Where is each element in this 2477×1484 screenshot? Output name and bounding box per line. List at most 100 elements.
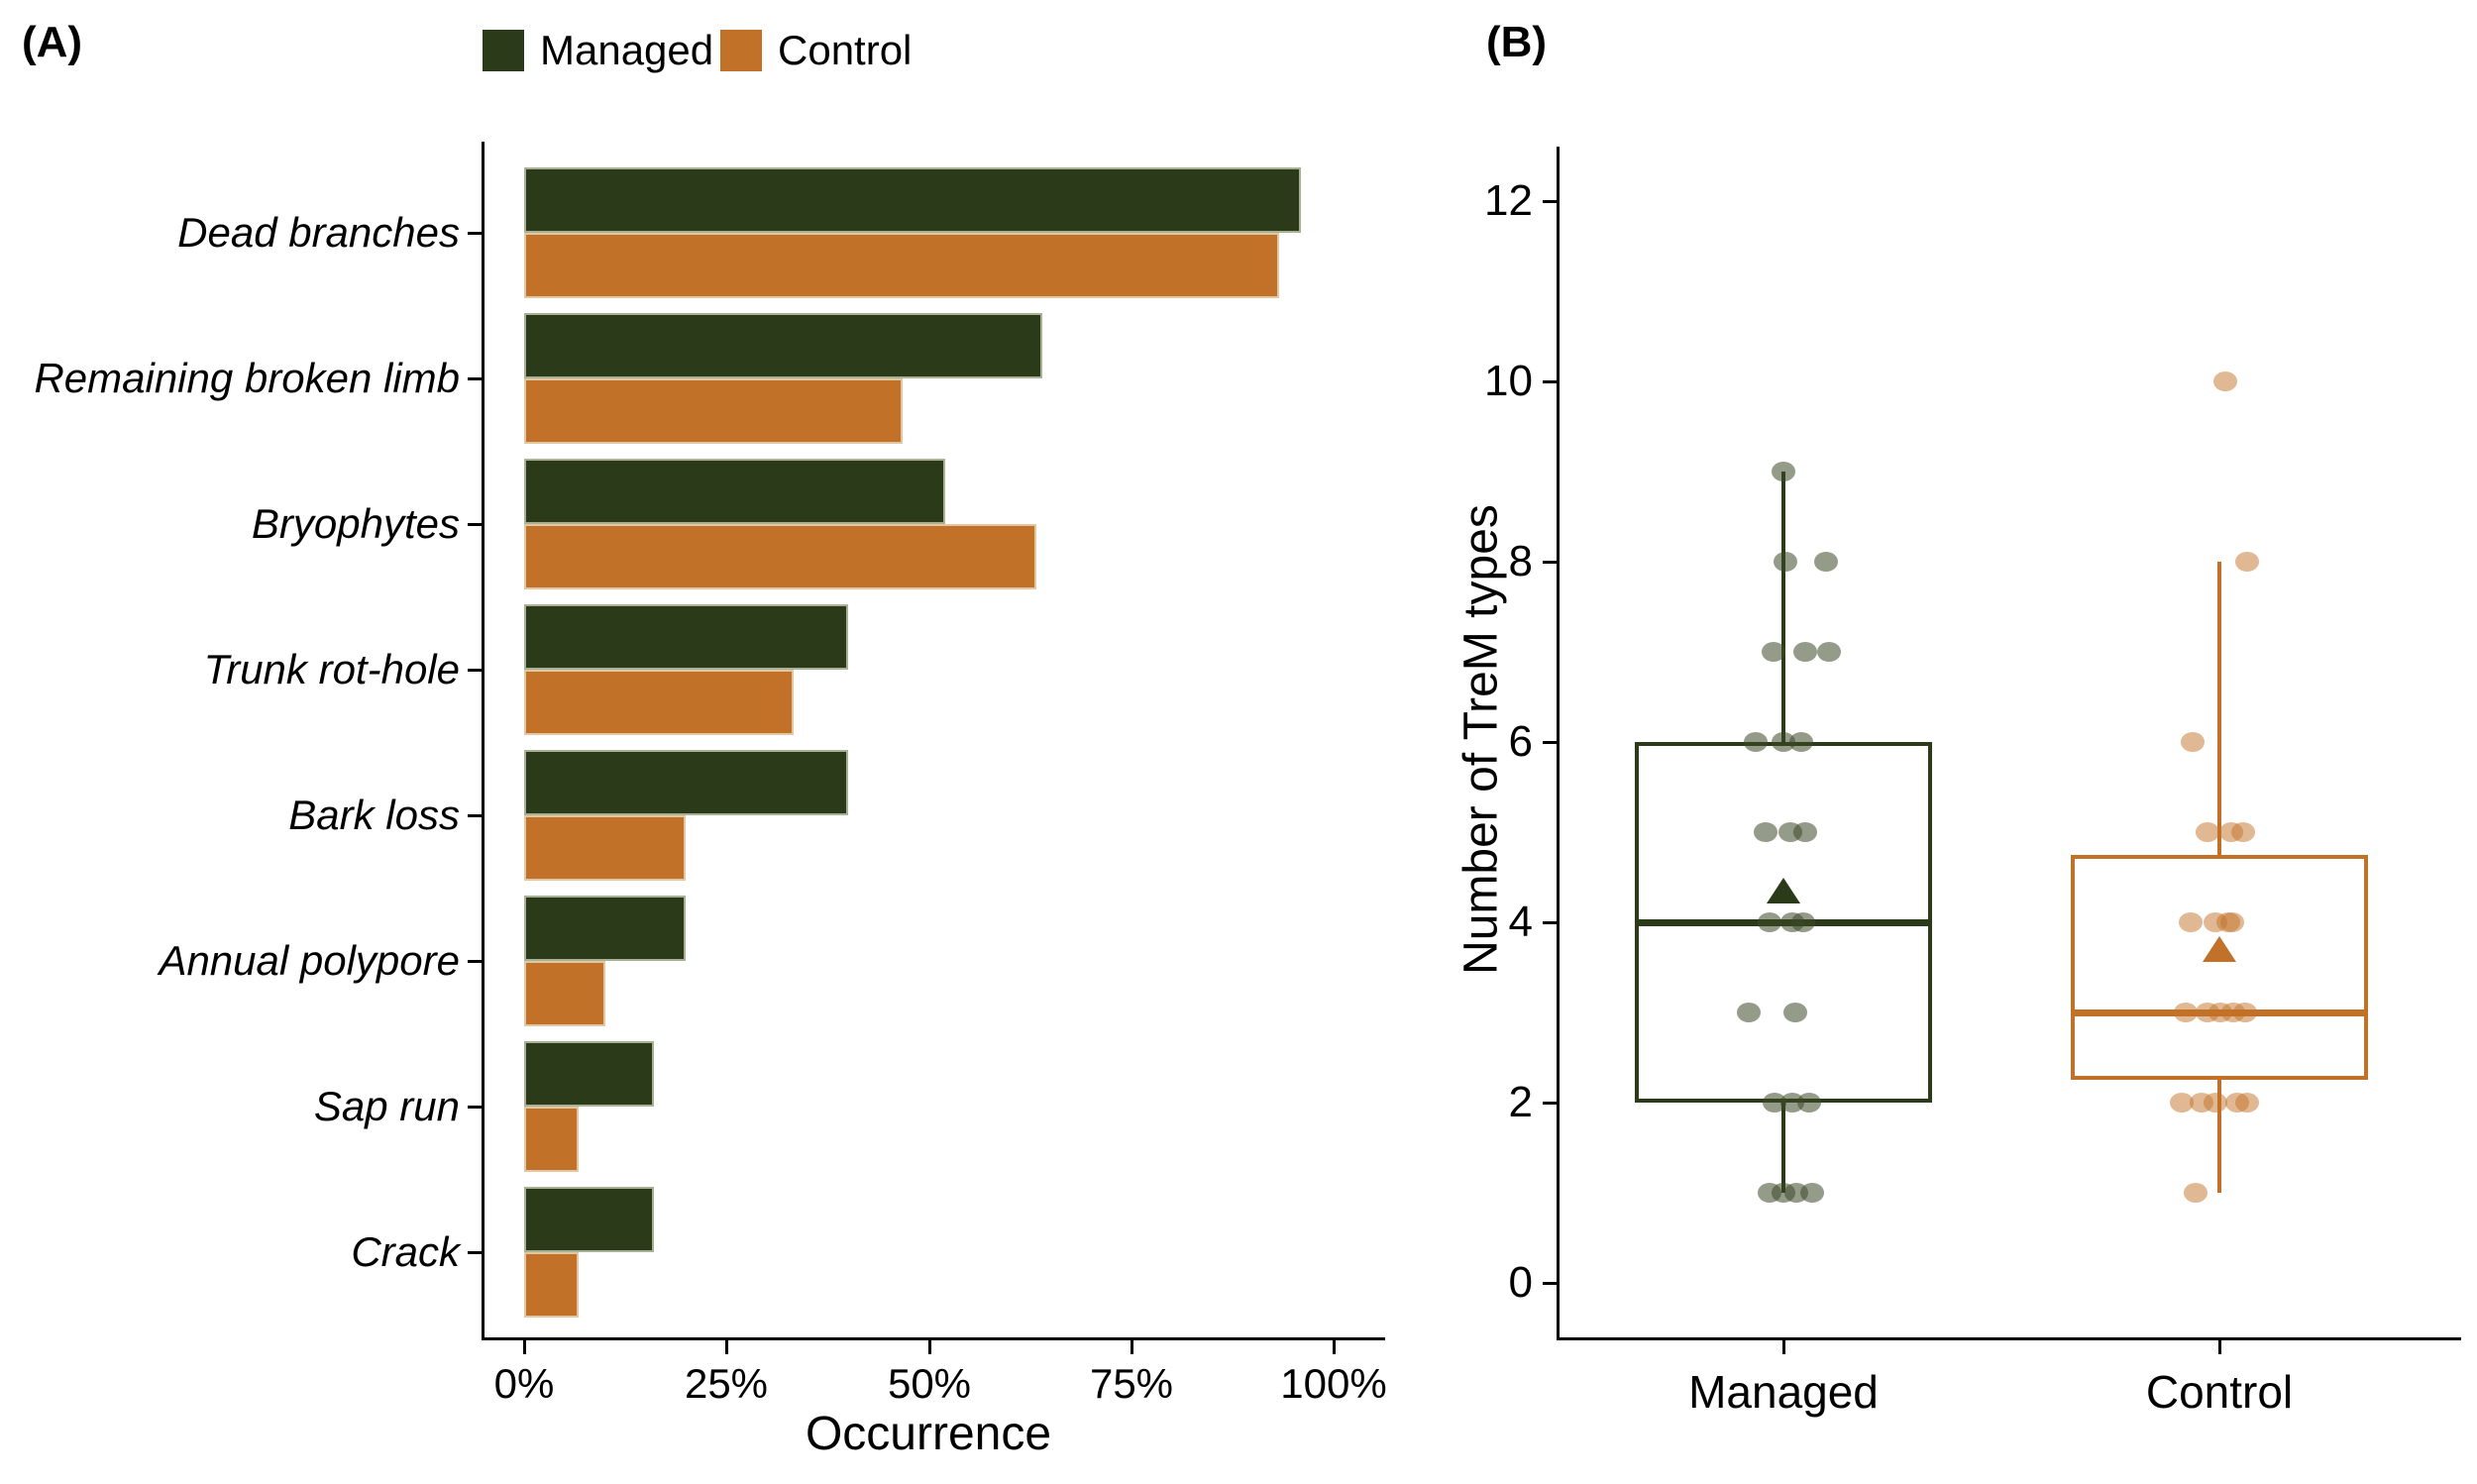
legend-swatch-managed bbox=[483, 30, 524, 71]
data-point-control bbox=[2196, 822, 2219, 842]
data-point-control bbox=[2231, 822, 2255, 842]
data-point-managed bbox=[1772, 462, 1795, 481]
x-tick-label-managed: Managed bbox=[1688, 1366, 1879, 1418]
bar-managed-3 bbox=[524, 604, 848, 670]
data-point-managed bbox=[1758, 912, 1781, 932]
x-tick-b bbox=[1782, 1340, 1785, 1354]
y-tick-a bbox=[468, 1251, 482, 1254]
data-point-control bbox=[2213, 371, 2237, 391]
bar-control-2 bbox=[524, 524, 1036, 589]
whisker-low-managed bbox=[1781, 1103, 1785, 1193]
data-point-managed bbox=[1817, 642, 1841, 662]
data-point-managed bbox=[1793, 642, 1817, 662]
bar-managed-7 bbox=[524, 1187, 654, 1252]
data-point-control bbox=[2204, 1093, 2227, 1113]
y-tick-b bbox=[1543, 200, 1557, 203]
data-point-managed bbox=[1797, 1093, 1821, 1113]
y-tick-a bbox=[468, 960, 482, 963]
bar-managed-5 bbox=[524, 896, 686, 961]
bar-control-0 bbox=[524, 233, 1279, 298]
x-axis-line-a bbox=[482, 1337, 1385, 1340]
whisker-high-control bbox=[2217, 562, 2221, 855]
category-label: Sap run bbox=[313, 1083, 460, 1129]
category-label: Crack bbox=[351, 1228, 460, 1275]
y-tick-b bbox=[1543, 1282, 1557, 1285]
data-point-managed bbox=[1763, 1093, 1786, 1113]
bar-control-3 bbox=[524, 670, 794, 735]
y-tick-a bbox=[468, 232, 482, 235]
mean-triangle-managed bbox=[1767, 878, 1800, 904]
y-tick-b bbox=[1543, 921, 1557, 924]
y-tick-label-b: 8 bbox=[1508, 537, 1533, 585]
box-control bbox=[2071, 854, 2368, 1081]
x-tick-a bbox=[1131, 1340, 1133, 1354]
bar-control-6 bbox=[524, 1107, 579, 1172]
data-point-managed bbox=[1737, 1003, 1761, 1022]
whisker-high-managed bbox=[1781, 472, 1785, 742]
legend-label-managed: Managed bbox=[540, 27, 714, 73]
x-tick-label-control: Control bbox=[2145, 1366, 2294, 1418]
y-tick-b bbox=[1543, 380, 1557, 383]
y-tick-label-b: 6 bbox=[1508, 717, 1533, 766]
data-point-managed bbox=[1814, 552, 1838, 572]
category-label: Remaining broken limb bbox=[34, 355, 460, 401]
x-tick-a bbox=[928, 1340, 931, 1354]
x-axis-line-b bbox=[1557, 1337, 2461, 1340]
x-tick-label-a: 0% bbox=[493, 1360, 555, 1407]
category-label: Dead branches bbox=[177, 209, 460, 256]
data-point-managed bbox=[1772, 732, 1795, 752]
bar-control-4 bbox=[524, 815, 686, 881]
y-tick-b bbox=[1543, 561, 1557, 564]
y-tick-a bbox=[468, 669, 482, 672]
data-point-managed bbox=[1789, 732, 1813, 752]
data-point-control bbox=[2179, 912, 2203, 932]
x-tick-b bbox=[2218, 1340, 2221, 1354]
data-point-managed bbox=[1762, 642, 1785, 662]
y-tick-a bbox=[468, 814, 482, 817]
legend-label-control: Control bbox=[778, 27, 913, 73]
data-point-managed bbox=[1800, 1183, 1824, 1203]
data-point-managed bbox=[1744, 732, 1768, 752]
category-label: Trunk rot-hole bbox=[203, 646, 460, 692]
data-point-managed bbox=[1774, 552, 1797, 572]
data-point-control bbox=[2220, 912, 2244, 932]
data-point-managed bbox=[1793, 822, 1817, 842]
x-tick-label-a: 100% bbox=[1280, 1360, 1387, 1407]
y-axis-line-b bbox=[1557, 147, 1560, 1340]
bar-managed-2 bbox=[524, 459, 945, 524]
x-tick-label-a: 25% bbox=[684, 1360, 769, 1407]
bar-managed-6 bbox=[524, 1041, 654, 1107]
bar-control-7 bbox=[524, 1252, 579, 1318]
mean-triangle-control bbox=[2203, 936, 2236, 963]
x-tick-a bbox=[1333, 1340, 1336, 1354]
legend-swatch-control bbox=[720, 30, 762, 71]
data-point-managed bbox=[1791, 912, 1815, 932]
data-point-control bbox=[2233, 1003, 2257, 1022]
y-tick-b bbox=[1543, 741, 1557, 744]
y-tick-label-b: 0 bbox=[1508, 1258, 1533, 1307]
y-tick-label-b: 4 bbox=[1508, 898, 1533, 946]
y-tick-a bbox=[468, 523, 482, 526]
data-point-managed bbox=[1754, 822, 1777, 842]
data-point-control bbox=[2235, 1093, 2259, 1113]
y-tick-label-b: 10 bbox=[1484, 357, 1533, 405]
x-axis-title-occurrence: Occurrence bbox=[805, 1408, 1052, 1460]
bar-control-5 bbox=[524, 961, 605, 1026]
x-tick-label-a: 75% bbox=[1089, 1360, 1174, 1407]
category-label: Annual polypore bbox=[159, 937, 460, 984]
x-tick-a bbox=[725, 1340, 728, 1354]
y-axis-title-trem-types: Number of TreM types bbox=[1454, 504, 1508, 975]
data-point-control bbox=[2170, 1093, 2194, 1113]
y-tick-b bbox=[1543, 1102, 1557, 1105]
bar-control-1 bbox=[524, 378, 903, 444]
x-tick-label-a: 50% bbox=[887, 1360, 972, 1407]
data-point-control bbox=[2181, 732, 2205, 752]
bar-managed-1 bbox=[524, 313, 1042, 378]
category-label: Bryophytes bbox=[251, 500, 460, 547]
data-point-control bbox=[2174, 1003, 2198, 1022]
data-point-managed bbox=[1783, 1003, 1807, 1022]
data-point-control bbox=[2184, 1183, 2208, 1203]
y-tick-a bbox=[468, 1106, 482, 1109]
category-label: Bark loss bbox=[288, 792, 460, 838]
